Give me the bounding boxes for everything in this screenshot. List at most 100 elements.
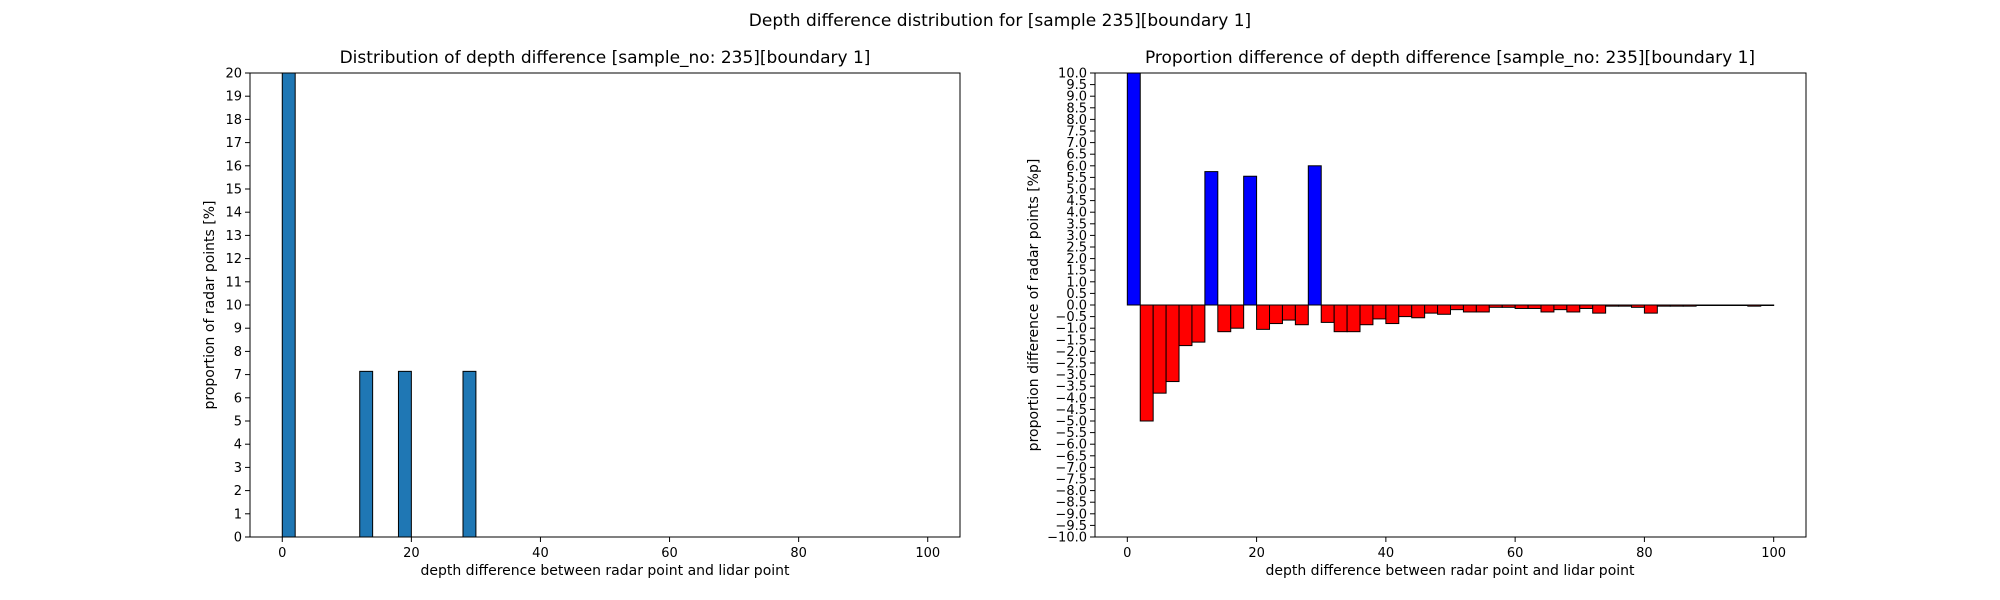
right-y-tick-label: 1.0	[1066, 275, 1087, 290]
right-bar	[1734, 304, 1749, 306]
right-bar	[1488, 304, 1503, 308]
right-bar	[1747, 304, 1762, 307]
right-y-tick-label: −4.5	[1055, 403, 1087, 418]
right-bar	[1605, 304, 1620, 307]
right-y-tick-label: 6.0	[1066, 159, 1087, 174]
right-bar	[1411, 304, 1426, 319]
left-bar	[462, 370, 477, 538]
right-bar	[1139, 304, 1154, 422]
right-y-tick-label: −8.5	[1055, 496, 1087, 511]
right-y-tick-label: 7.0	[1066, 136, 1087, 151]
left-y-tick-label: 10	[225, 299, 242, 314]
right-bar	[1450, 304, 1464, 311]
right-bar	[1618, 304, 1632, 307]
right-bar	[1281, 304, 1296, 321]
right-bar	[1656, 304, 1671, 307]
left-y-tick-label: 11	[225, 275, 242, 290]
right-bar	[1462, 304, 1477, 313]
right-bar	[1385, 304, 1400, 325]
left-chart: Distribution of depth difference [sample…	[202, 48, 961, 579]
right-y-tick-label: 9.5	[1066, 78, 1087, 93]
right-y-tick-label: −8.0	[1055, 484, 1087, 499]
right-bar	[1566, 304, 1581, 313]
right-bar	[1359, 304, 1374, 326]
right-x-tick-label: 20	[1248, 546, 1265, 561]
right-bar	[1630, 304, 1645, 308]
right-y-tick-label: −9.5	[1055, 519, 1087, 534]
right-y-tick-label: −9.0	[1055, 507, 1087, 522]
right-bar	[1372, 304, 1387, 320]
left-x-tick-label: 20	[403, 546, 420, 561]
right-bar	[1320, 304, 1335, 323]
right-y-tick-label: −6.5	[1055, 449, 1087, 464]
right-y-tick-label: 5.5	[1066, 171, 1087, 186]
right-y-tick-label: 9.0	[1066, 90, 1087, 105]
left-y-tick-label: 9	[234, 322, 242, 337]
left-y-axis-label: proportion of radar points [%]	[202, 200, 218, 409]
right-y-axis-label: proportion difference of radar points [%…	[1026, 159, 1042, 452]
left-x-tick-label: 60	[661, 546, 678, 561]
right-bar	[1333, 304, 1348, 333]
right-chart-title: Proportion difference of depth differenc…	[1145, 48, 1755, 68]
right-y-tick-label: 6.5	[1066, 148, 1087, 163]
right-y-tick-label: 3.0	[1066, 229, 1087, 244]
right-y-tick-label: 10.0	[1058, 67, 1087, 82]
left-y-tick-label: 7	[234, 368, 242, 383]
left-y-tick-label: 2	[234, 484, 242, 499]
right-y-tick-label: 4.0	[1066, 206, 1087, 221]
right-y-tick-label: −2.0	[1055, 345, 1087, 360]
left-chart-title: Distribution of depth difference [sample…	[340, 48, 871, 68]
right-y-tick-label: −4.0	[1055, 391, 1087, 406]
right-bar	[1165, 304, 1180, 383]
left-y-tick-label: 15	[225, 183, 242, 198]
right-bar	[1243, 175, 1258, 306]
right-bar	[1126, 72, 1141, 306]
left-y-tick-label: 19	[225, 90, 242, 105]
right-bar	[1398, 304, 1413, 318]
left-y-tick-label: 18	[225, 113, 242, 128]
right-bar	[1204, 171, 1219, 306]
right-bar	[1475, 304, 1490, 313]
right-y-tick-label: −3.0	[1055, 368, 1087, 383]
left-y-tick-label: 3	[234, 461, 242, 476]
right-bar	[1540, 304, 1555, 313]
right-y-tick-label: −5.5	[1055, 426, 1087, 441]
figure-title: Depth difference distribution for [sampl…	[749, 11, 1251, 31]
right-y-tick-label: −2.5	[1055, 357, 1087, 372]
right-bar	[1256, 304, 1271, 330]
right-bar	[1152, 304, 1167, 394]
right-bar	[1230, 304, 1245, 329]
right-bar	[1178, 304, 1193, 347]
right-y-tick-label: −1.5	[1055, 333, 1087, 348]
left-bar	[397, 370, 412, 538]
left-y-tick-label: 14	[225, 206, 242, 221]
right-y-tick-label: 4.5	[1066, 194, 1087, 209]
right-x-tick-label: 80	[1636, 546, 1653, 561]
left-y-tick-label: 6	[234, 391, 242, 406]
right-y-tick-label: −1.0	[1055, 322, 1087, 337]
left-x-tick-label: 0	[278, 546, 286, 561]
left-y-tick-label: 1	[234, 507, 242, 522]
right-bar	[1307, 165, 1322, 306]
left-y-tick-label: 8	[234, 345, 242, 360]
right-bar	[1346, 304, 1361, 333]
left-y-tick-label: 4	[234, 438, 242, 453]
right-x-tick-label: 0	[1123, 546, 1131, 561]
right-bar	[1579, 304, 1594, 309]
right-bar	[1669, 304, 1684, 307]
right-bar	[1514, 304, 1529, 309]
right-y-tick-label: −0.5	[1055, 310, 1087, 325]
left-axes-frame	[249, 72, 961, 538]
right-bar	[1695, 304, 1710, 306]
right-y-tick-label: 0.5	[1066, 287, 1087, 302]
right-y-tick-label: −6.0	[1055, 438, 1087, 453]
right-y-tick-label: −10.0	[1047, 531, 1087, 546]
left-bar	[359, 370, 374, 538]
right-bar	[1592, 304, 1607, 314]
left-x-tick-label: 40	[532, 546, 549, 561]
right-x-tick-label: 100	[1761, 546, 1786, 561]
right-y-tick-label: 7.5	[1066, 125, 1087, 140]
right-bar	[1527, 304, 1542, 309]
right-y-tick-label: 8.0	[1066, 113, 1087, 128]
